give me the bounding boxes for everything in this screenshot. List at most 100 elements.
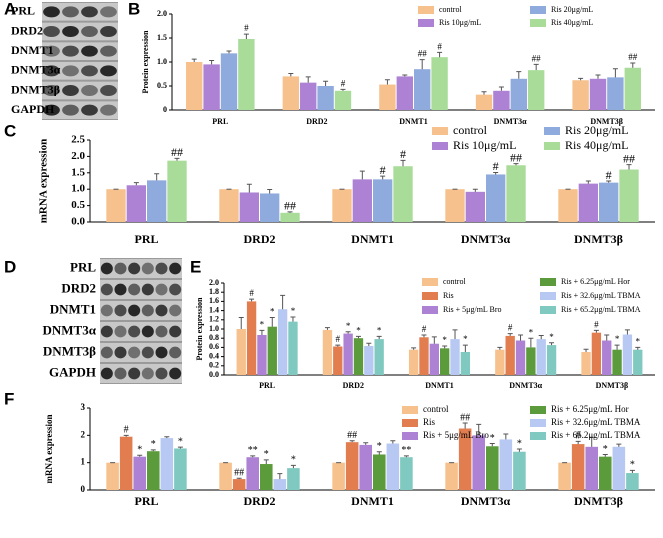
y-tick-label: 1.4 — [209, 305, 219, 314]
blot-band — [141, 325, 154, 338]
y-tick-label: 1.0 — [157, 57, 167, 66]
bar — [106, 189, 126, 222]
error-bar — [133, 182, 139, 186]
bar — [546, 345, 557, 375]
y-tick-label: 0.6 — [209, 342, 219, 351]
significance-label: * — [264, 449, 269, 460]
significance-label: * — [346, 321, 351, 331]
y-axis-label: mRNA expression — [44, 414, 54, 483]
error-bar — [191, 58, 197, 62]
blot-band — [43, 84, 60, 97]
legend-swatch — [530, 19, 546, 27]
error-bar — [452, 329, 458, 340]
blot-band — [128, 346, 141, 359]
bar — [431, 57, 448, 110]
error-bar — [516, 448, 522, 452]
x-tick-label: DRD2 — [244, 494, 276, 508]
bar — [460, 352, 471, 375]
y-tick-label: 1.8 — [209, 287, 219, 296]
x-tick-label: DRD2 — [244, 232, 276, 246]
bar — [585, 446, 598, 490]
bar — [282, 76, 300, 110]
legend-swatch — [432, 142, 448, 150]
y-tick-label: 1.0 — [209, 324, 219, 333]
blot-band — [141, 262, 154, 275]
bar — [343, 333, 353, 375]
bar — [513, 451, 526, 490]
y-tick-label: 0.0 — [209, 370, 219, 379]
blot-band — [128, 304, 141, 317]
y-tick-label: 2.0 — [157, 9, 167, 18]
error-bar — [606, 180, 612, 183]
error-bar — [612, 68, 618, 78]
bar — [386, 443, 400, 490]
blot-band — [128, 283, 141, 296]
bar — [622, 334, 633, 375]
significance-label: ## — [234, 468, 244, 479]
bar — [379, 84, 396, 110]
x-tick-label: DNMT1 — [351, 494, 394, 508]
bar — [558, 462, 571, 490]
significance-label: # — [341, 78, 346, 88]
error-bar — [288, 73, 294, 77]
error-bar — [137, 454, 143, 457]
blot-band — [43, 6, 60, 18]
legend-swatch — [418, 6, 434, 14]
error-bar — [226, 50, 232, 54]
y-tick-label: 0.4 — [209, 351, 219, 360]
bar — [445, 462, 458, 490]
blot-band — [43, 45, 60, 57]
blot-band — [114, 325, 127, 338]
error-bar — [462, 344, 468, 352]
blot-band — [169, 304, 182, 317]
error-bar — [589, 436, 595, 447]
error-bar — [528, 337, 534, 348]
significance-label: * — [636, 336, 641, 346]
error-bar — [340, 88, 346, 91]
blot-row-label: DRD2 — [61, 280, 96, 295]
bar — [288, 321, 298, 375]
significance-label: # — [422, 324, 427, 334]
blot-band — [100, 325, 113, 338]
error-bar — [249, 298, 255, 302]
bar — [277, 309, 288, 375]
error-bar — [287, 211, 293, 213]
bar — [239, 192, 259, 222]
y-tick-label: 0.5 — [71, 199, 85, 211]
blot-row-label: DNMT1 — [50, 301, 96, 316]
significance-label: # — [249, 288, 254, 298]
error-bar — [290, 316, 296, 322]
error-bar — [411, 347, 417, 350]
blot-band — [114, 262, 127, 275]
error-bar — [549, 342, 555, 346]
blot-band — [81, 25, 98, 38]
blot-band — [43, 104, 60, 116]
bar — [317, 86, 334, 110]
bar — [612, 349, 622, 375]
bar — [624, 67, 641, 110]
bar — [260, 193, 280, 222]
x-tick-label: PRL — [135, 494, 159, 508]
y-tick-label: 2.0 — [209, 278, 219, 287]
legend-label: Ris 10μg/mL — [453, 138, 516, 152]
bar — [219, 189, 239, 222]
legend-label: Ris — [443, 291, 454, 300]
panel-label: D — [4, 257, 16, 276]
error-bar — [593, 329, 599, 333]
significance-label: # — [244, 23, 249, 33]
legend-label: control — [423, 404, 449, 414]
bar — [273, 479, 287, 490]
legend-swatch — [402, 432, 418, 440]
bar — [400, 457, 413, 490]
blot-strip — [42, 101, 118, 119]
error-bar — [635, 346, 641, 350]
bar — [267, 326, 277, 375]
bar — [505, 335, 515, 375]
blot-band — [81, 104, 98, 116]
legend-swatch — [422, 306, 438, 314]
x-tick-label: DNMT3α — [461, 494, 511, 508]
legend-swatch — [530, 432, 546, 440]
error-bar — [366, 342, 372, 347]
error-bar — [238, 317, 244, 329]
